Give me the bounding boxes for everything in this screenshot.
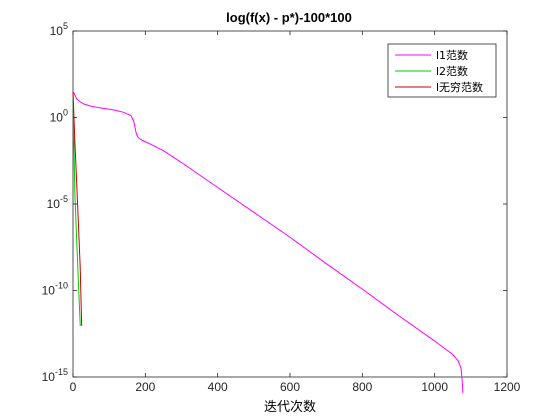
legend-label-2: l2范数 bbox=[436, 64, 468, 78]
legend-label-3: l无穷范数 bbox=[436, 80, 483, 94]
legend: l1范数 l2范数 l无穷范数 bbox=[387, 43, 497, 98]
x-tick-label-3: 600 bbox=[280, 380, 300, 394]
y-tick-label-3: 100 bbox=[50, 108, 68, 125]
series-line-3 bbox=[72, 91, 83, 326]
x-tick-label-1: 200 bbox=[135, 380, 155, 394]
y-tick-label-1: 10-10 bbox=[42, 281, 68, 298]
y-tick-label-2: 10-5 bbox=[47, 194, 68, 211]
y-tick-label-4: 105 bbox=[50, 21, 68, 38]
series-line-1 bbox=[72, 91, 464, 393]
x-axis-label: 迭代次数 bbox=[264, 399, 316, 415]
x-tick-label-6: 1200 bbox=[494, 380, 521, 394]
series-line-2 bbox=[72, 91, 81, 326]
legend-label-1: l1范数 bbox=[436, 48, 468, 62]
x-tick-label-2: 400 bbox=[208, 380, 228, 394]
chart-title: log(f(x) - p*)-100*100 bbox=[226, 10, 352, 25]
x-tick-label-0: 0 bbox=[70, 380, 77, 394]
x-tick-label-5: 1000 bbox=[421, 380, 448, 394]
y-tick-label-0: 10-15 bbox=[42, 367, 68, 384]
series-layer bbox=[72, 91, 464, 393]
tick-layer: 0 200 400 600 800 1000 1200 10-15 10-10 10-5 100 10… bbox=[42, 21, 521, 394]
x-tick-label-4: 800 bbox=[352, 380, 372, 394]
